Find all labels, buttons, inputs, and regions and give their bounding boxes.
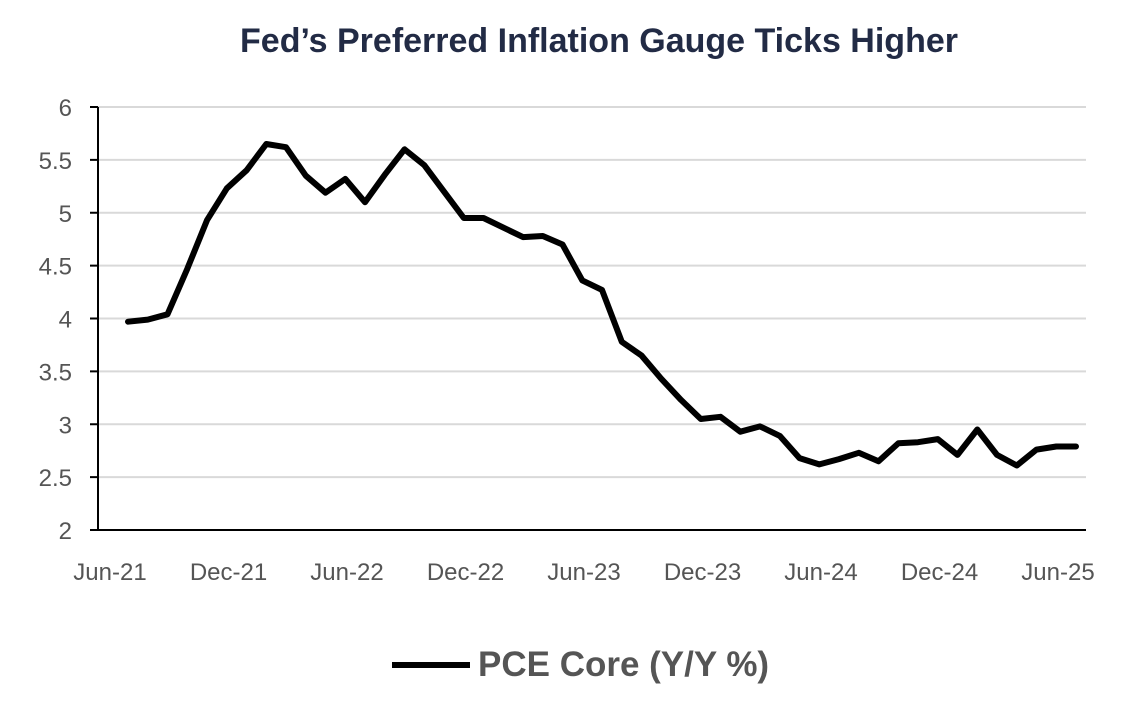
x-tick-label: Dec-22 [427, 559, 504, 586]
y-tick-labels: 6 5.5 5 4.5 4 3.5 3 2.5 2 [39, 95, 72, 545]
x-tick-label: Jun-23 [547, 559, 620, 586]
legend-label-pce-core: PCE Core (Y/Y %) [478, 645, 770, 684]
x-tick-labels: Jun-21 Dec-21 Jun-22 Dec-22 Jun-23 Dec-23 Jun-… [73, 559, 1094, 586]
y-tick-label: 4.5 [39, 254, 72, 281]
x-tick-label: Dec-24 [901, 559, 978, 586]
gridlines [98, 106, 1086, 479]
y-tick-label: 5 [59, 201, 72, 228]
x-tick-label: Jun-24 [784, 559, 857, 586]
x-tick-label: Jun-25 [1021, 559, 1094, 586]
x-tick-label: Dec-21 [190, 559, 267, 586]
series-lines [125, 141, 1079, 469]
series-line-pce-core [125, 141, 1079, 469]
x-tick-label: Jun-21 [73, 559, 146, 586]
x-tick-label: Jun-22 [310, 559, 383, 586]
chart-title: Fed’s Preferred Inflation Gauge Ticks Hi… [240, 22, 958, 60]
y-tick-label: 2 [59, 518, 72, 545]
x-tick-label: Dec-23 [664, 559, 741, 586]
legend-swatch-pce-core [392, 662, 470, 668]
y-tick-label: 5.5 [39, 148, 72, 175]
y-tick-label: 2.5 [39, 465, 72, 492]
y-tick-label: 3 [59, 412, 72, 439]
legend: PCE Core (Y/Y %) [392, 640, 769, 690]
y-tick-label: 6 [59, 95, 72, 122]
y-tick-label: 4 [59, 307, 72, 334]
axes [90, 106, 1086, 531]
y-tick-label: 3.5 [39, 359, 72, 386]
